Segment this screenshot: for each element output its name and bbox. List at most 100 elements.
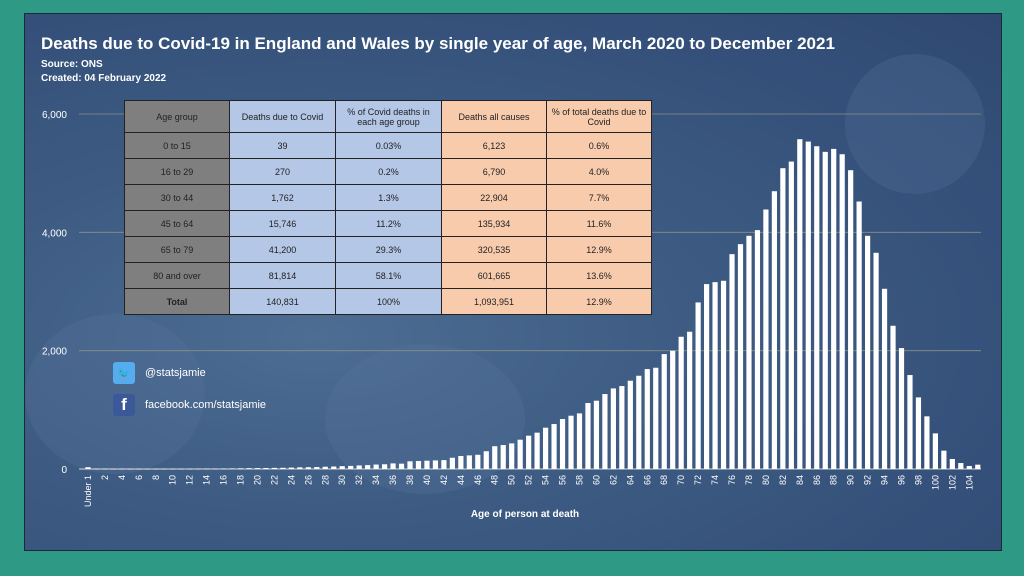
bar: [424, 460, 430, 469]
bar: [178, 468, 184, 470]
table-cell: 65 to 79: [124, 236, 230, 263]
twitter-link[interactable]: 🐦 @statsjamie: [113, 362, 206, 384]
x-tick-label: 96: [896, 475, 906, 485]
x-tick-label: 8: [151, 475, 161, 480]
bar: [415, 461, 422, 469]
bar: [678, 336, 684, 469]
bar: [695, 302, 701, 469]
x-tick-label: 48: [490, 475, 500, 485]
table-cell: 22,904: [441, 184, 547, 211]
table-cell: 29.3%: [335, 236, 442, 263]
x-tick-label: 24: [286, 475, 296, 485]
bar: [237, 468, 244, 469]
header-cell: Deaths due to Covid: [229, 100, 336, 133]
x-tick-label: 74: [710, 475, 720, 485]
bar: [831, 148, 837, 470]
bar: [644, 369, 650, 469]
bar: [407, 461, 413, 469]
bar: [576, 413, 583, 469]
table-cell: 30 to 44: [124, 184, 230, 211]
table-row: 16 to 29 270 0.2% 6,790 4.0%: [124, 158, 652, 185]
bar: [246, 468, 252, 469]
table-cell: 0.03%: [335, 132, 442, 159]
x-tick-label: 46: [473, 475, 483, 485]
table-cell: 81,814: [229, 262, 336, 289]
bar: [797, 139, 803, 469]
bar: [305, 467, 311, 469]
created-label: Created: 04 February 2022: [41, 73, 167, 84]
table-cell: 41,200: [229, 236, 336, 263]
bar: [517, 439, 523, 469]
x-tick-label: 52: [524, 475, 534, 485]
x-tick-label: 72: [693, 475, 703, 485]
bar: [865, 235, 871, 469]
facebook-url: facebook.com/statsjamie: [145, 399, 267, 411]
chart-title: Deaths due to Covid-19 in England and Wa…: [41, 34, 835, 53]
chart-frame: 0 2,000 4,000 6,000 Under 1 2 4 6 8 10 12 14 16 18 20 2…: [24, 13, 1002, 551]
x-tick-label: 22: [269, 475, 279, 485]
x-tick-label: 84: [795, 475, 805, 485]
bar: [975, 464, 981, 469]
bar: [661, 354, 667, 469]
bar: [365, 465, 371, 469]
bar: [93, 468, 100, 470]
bar: [271, 467, 278, 469]
table-cell: 1,762: [229, 184, 336, 211]
x-tick-label: 86: [812, 475, 822, 485]
bar: [746, 235, 752, 469]
x-tick-label: 38: [405, 475, 415, 485]
table-cell: Total: [124, 288, 230, 315]
bar: [85, 467, 91, 469]
header-cell: Deaths all causes: [441, 100, 547, 133]
header-cell: % of Covid deaths in each age group: [335, 100, 442, 133]
x-tick-label: 14: [202, 475, 212, 485]
x-tick-label: 66: [642, 475, 652, 485]
bar: [687, 331, 693, 469]
x-tick-label: 2: [100, 475, 110, 480]
table-row: 80 and over 81,814 58.1% 601,665 13.6%: [124, 262, 652, 289]
y-tick-label: 2,000: [42, 347, 67, 358]
bar: [932, 433, 938, 469]
bar: [398, 463, 405, 469]
bar: [449, 457, 455, 469]
y-tick-label: 4,000: [42, 228, 67, 239]
x-tick-label: 60: [591, 475, 601, 485]
table-cell: 11.6%: [546, 210, 652, 237]
bar: [627, 380, 633, 469]
bar: [619, 386, 625, 469]
bar: [348, 465, 354, 469]
x-tick-label: 100: [930, 475, 940, 490]
bar: [754, 230, 761, 469]
bar: [212, 468, 218, 470]
table-row: Total 140,831 100% 1,093,951 12.9%: [124, 288, 652, 315]
bar: [110, 468, 117, 470]
facebook-icon: f: [113, 394, 135, 416]
x-tick-label: 36: [388, 475, 398, 485]
bar: [593, 400, 600, 469]
table-cell: 11.2%: [335, 210, 442, 237]
x-tick-label: 40: [422, 475, 432, 485]
bar: [873, 252, 879, 469]
table-cell: 13.6%: [546, 262, 652, 289]
bar: [881, 288, 888, 469]
table-cell: 135,934: [441, 210, 547, 237]
bar: [161, 468, 167, 470]
x-tick-label: 68: [659, 475, 669, 485]
x-tick-label: 62: [608, 475, 618, 485]
bar: [187, 468, 193, 470]
table-cell: 0.2%: [335, 158, 442, 185]
bar: [703, 284, 710, 469]
bar: [653, 367, 659, 469]
table-row: 65 to 79 41,200 29.3% 320,535 12.9%: [124, 236, 652, 263]
header-cell: Age group: [124, 100, 230, 133]
header-cell: % of total deaths due to Covid: [546, 100, 652, 133]
bar: [568, 415, 574, 469]
x-tick-label: 76: [727, 475, 737, 485]
x-tick-label: 98: [913, 475, 923, 485]
bar: [763, 209, 769, 469]
background-virus-shape: [845, 54, 985, 194]
bar: [966, 465, 972, 469]
bar: [737, 244, 744, 469]
facebook-link[interactable]: f facebook.com/statsjamie: [113, 394, 266, 416]
bar: [822, 151, 828, 469]
